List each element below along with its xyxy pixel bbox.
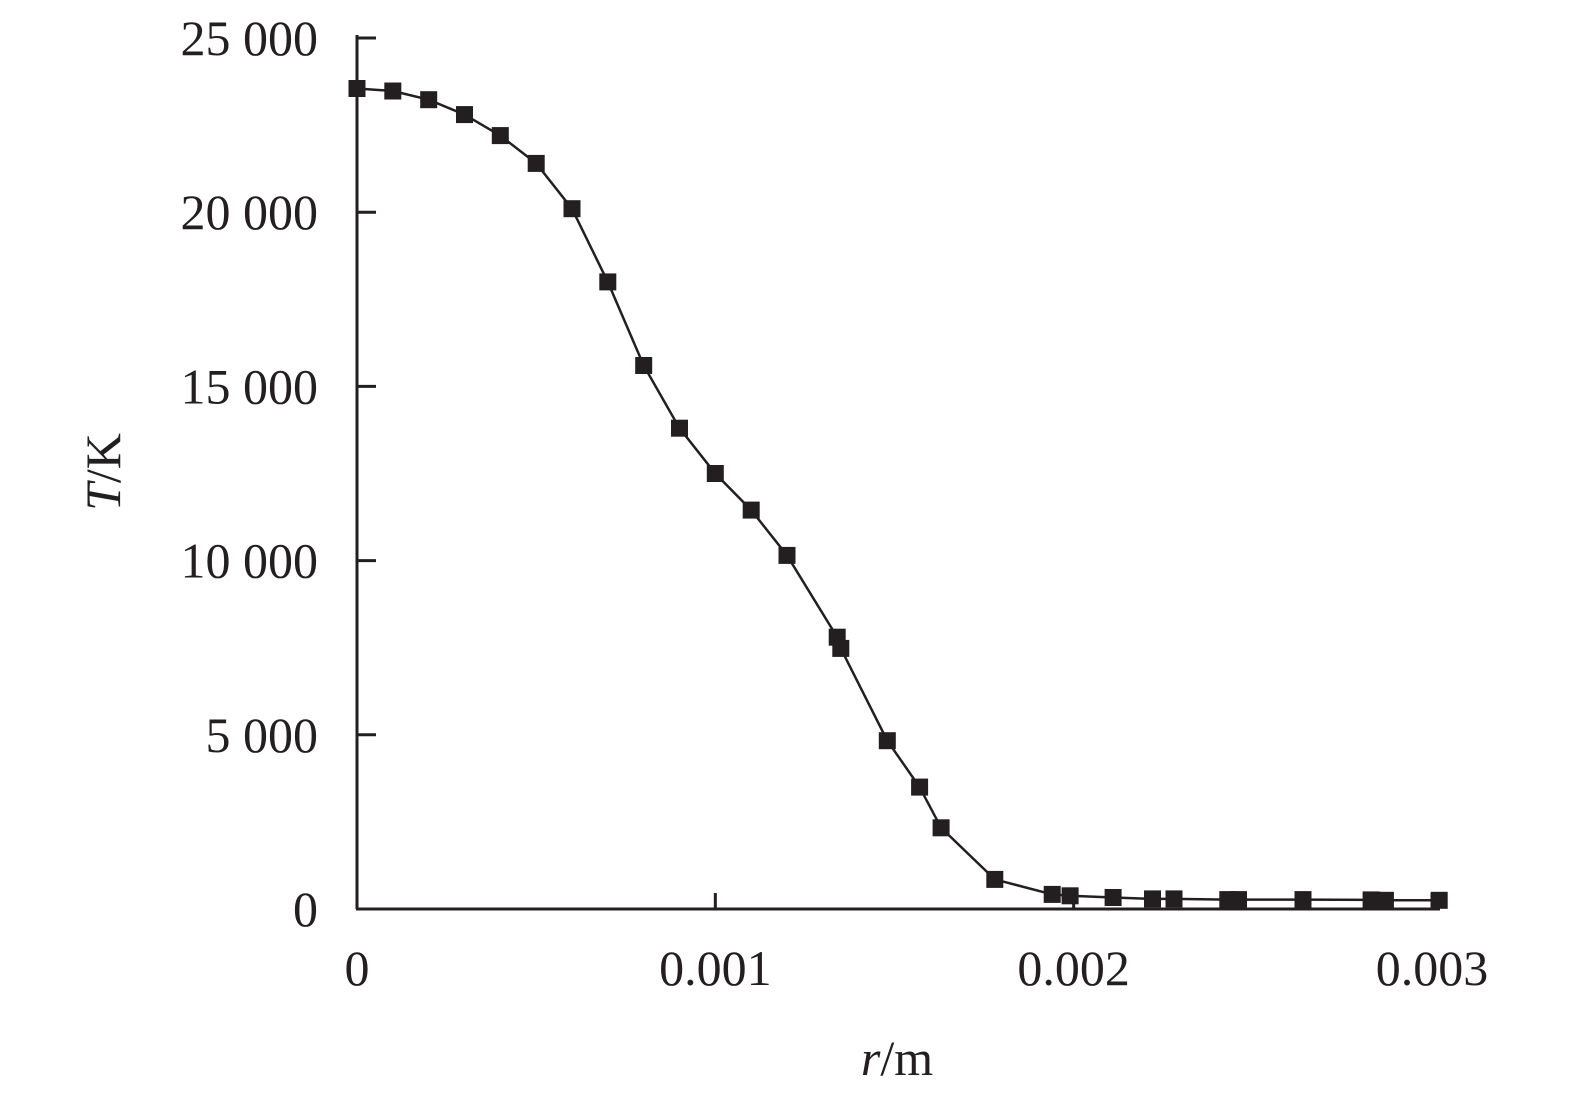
x-tick-label: 0.003 bbox=[1376, 940, 1489, 996]
x-ticks: 0 0.001 0.002 0.003 bbox=[345, 893, 1489, 996]
x-tick-label: 0.002 bbox=[1017, 940, 1130, 996]
data-point bbox=[911, 778, 929, 796]
x-tick-label: 0 bbox=[345, 940, 370, 996]
axes bbox=[355, 35, 1440, 911]
data-point bbox=[1430, 891, 1448, 909]
y-axis-unit: /K bbox=[75, 433, 131, 483]
data-point bbox=[778, 546, 796, 564]
data-point bbox=[1104, 889, 1122, 906]
data-point bbox=[932, 819, 950, 837]
data-point bbox=[1043, 885, 1061, 903]
data-point bbox=[563, 200, 581, 218]
y-axis-variable: T bbox=[75, 480, 131, 511]
y-axis-label: T/K bbox=[75, 433, 131, 511]
y-ticks: 0 5 000 10 000 15 000 20 000 25 000 bbox=[181, 10, 376, 937]
y-tick-label: 15 000 bbox=[181, 358, 319, 414]
x-tick-label: 0.001 bbox=[659, 940, 772, 996]
series-group bbox=[348, 80, 1448, 909]
data-point bbox=[742, 501, 760, 519]
data-point bbox=[456, 106, 473, 124]
series-line bbox=[356, 87, 1440, 902]
data-point bbox=[491, 127, 509, 145]
y-tick-label: 25 000 bbox=[181, 10, 319, 66]
data-point bbox=[348, 80, 366, 97]
data-point bbox=[706, 465, 724, 482]
data-point bbox=[420, 91, 438, 109]
x-axis-label: r/m bbox=[861, 1030, 933, 1086]
data-point bbox=[671, 419, 688, 437]
data-point bbox=[1230, 891, 1247, 909]
data-point bbox=[1294, 891, 1312, 909]
y-tick-label: 20 000 bbox=[181, 184, 319, 240]
data-point bbox=[878, 732, 896, 750]
data-point bbox=[384, 82, 402, 100]
y-tick-label: 10 000 bbox=[181, 533, 319, 589]
data-point bbox=[1376, 891, 1394, 909]
data-point bbox=[832, 639, 850, 657]
y-tick-label: 0 bbox=[293, 881, 318, 937]
data-point bbox=[635, 357, 653, 374]
data-point bbox=[986, 870, 1004, 888]
data-point bbox=[527, 154, 545, 172]
y-tick-label: 5 000 bbox=[206, 707, 319, 763]
data-point bbox=[1061, 887, 1079, 905]
data-point bbox=[1165, 890, 1183, 908]
data-point bbox=[1362, 891, 1380, 909]
data-point bbox=[599, 273, 617, 291]
x-axis-variable: r bbox=[861, 1030, 881, 1086]
x-axis-unit: /m bbox=[880, 1030, 933, 1086]
data-point bbox=[1144, 890, 1161, 908]
